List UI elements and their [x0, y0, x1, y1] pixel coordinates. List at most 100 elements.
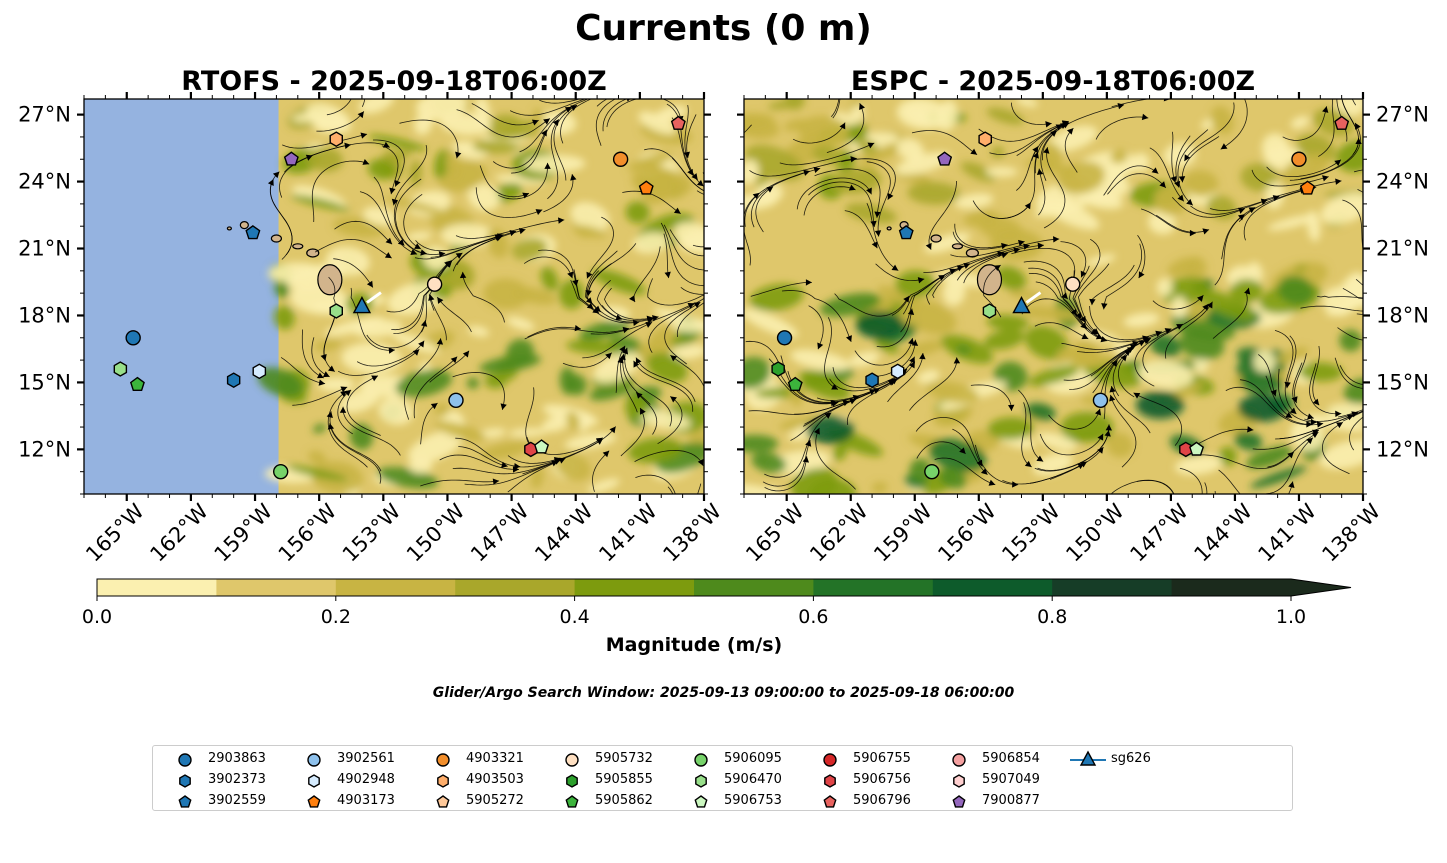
y-tick-label: 27°N	[18, 103, 71, 127]
x-tick-label: 138°W	[1317, 499, 1385, 567]
legend-symbol	[952, 753, 966, 767]
legend-symbol	[824, 774, 836, 788]
legend-symbol	[823, 795, 837, 808]
legend-symbol	[823, 753, 837, 767]
colorbar-tick-label: 0.6	[798, 606, 828, 628]
legend-symbol	[436, 753, 450, 767]
legend-label: 4903173	[337, 793, 395, 808]
espc-panel: ESPC - 2025-09-18T06:00Z 165°W162°W159°W…	[737, 66, 1429, 567]
legend-symbol	[952, 795, 966, 808]
x-tick-label: 162°W	[145, 499, 213, 567]
rtofs-float-markers	[113, 115, 686, 480]
legend-marker-icon	[178, 795, 192, 808]
legend-symbol	[179, 774, 191, 788]
colorbar-tick-label: 0.2	[321, 606, 351, 628]
legend-symbol	[437, 774, 449, 788]
marker-4903321	[612, 151, 629, 167]
espc-panel-title: ESPC - 2025-09-18T06:00Z	[851, 66, 1255, 97]
marker-5906095	[272, 463, 289, 480]
legend-marker-icon	[823, 753, 837, 767]
y-tick-label: 18°N	[1376, 303, 1429, 327]
legend-label: 4903321	[466, 751, 524, 766]
marker-2903863	[125, 330, 141, 346]
legend-label: 3902373	[208, 772, 266, 787]
y-tick-label: 21°N	[18, 237, 71, 261]
legend-label: 5906095	[724, 751, 782, 766]
marker-2903863	[776, 330, 793, 346]
legend-marker-icon	[1070, 750, 1106, 766]
legend-marker-icon	[953, 774, 965, 788]
legend-marker-icon	[307, 753, 321, 767]
y-tick-label: 27°N	[1376, 103, 1429, 127]
marker-5905732	[426, 276, 443, 292]
marker-7900877	[937, 151, 953, 166]
x-tick-label: 144°W	[1189, 499, 1257, 567]
x-tick-label: 156°W	[274, 499, 342, 567]
legend-marker-icon	[179, 774, 191, 788]
legend-marker-icon	[695, 774, 707, 788]
x-tick-label: 153°W	[338, 499, 406, 567]
legend-symbol	[694, 795, 708, 808]
sg626-track	[366, 291, 382, 304]
y-tick-label: 15°N	[18, 370, 71, 394]
marker-5906753	[534, 439, 550, 454]
x-tick-label: 159°W	[869, 499, 937, 567]
y-tick-label: 12°N	[1376, 437, 1429, 461]
legend-symbol	[1079, 750, 1097, 766]
sg626-track	[1025, 291, 1042, 304]
legend-label: 5906796	[853, 793, 911, 808]
marker-3902561	[448, 392, 464, 408]
legend-symbol	[953, 774, 965, 788]
marker-5906753	[1189, 441, 1205, 456]
legend-marker-icon	[824, 774, 836, 788]
legend-symbol	[307, 753, 321, 767]
legend-symbol	[436, 795, 450, 808]
legend-symbol	[178, 795, 192, 808]
y-tick-label: 18°N	[18, 303, 71, 327]
legend-marker-icon	[308, 774, 320, 788]
legend-label: 5906755	[853, 751, 911, 766]
marker-4903173	[1299, 180, 1316, 195]
marker-5905862	[129, 376, 145, 391]
legend-symbol	[566, 774, 578, 788]
y-tick-label: 21°N	[1376, 237, 1429, 261]
x-tick-label: 156°W	[933, 499, 1001, 567]
colorbar-tick-label: 0.4	[559, 606, 589, 628]
rtofs-streamlines	[267, 99, 704, 494]
legend-label: 4902948	[337, 772, 395, 787]
magnitude-colorbar: 0.0 0.2 0.4 0.6 0.8 1.0 Magnitude (m/s)	[82, 578, 1352, 656]
espc-axes-frame	[743, 98, 1364, 495]
marker-4903503	[978, 131, 992, 148]
legend-label: 5906854	[982, 751, 1040, 766]
legend-marker-icon	[178, 753, 192, 767]
y-tick-label: 12°N	[18, 437, 71, 461]
marker-5906095	[924, 463, 940, 480]
legend-symbol	[307, 795, 321, 808]
marker-5906470	[982, 303, 997, 319]
x-tick-label: 141°W	[594, 499, 662, 567]
x-tick-label: 150°W	[402, 499, 470, 567]
x-tick-label: 147°W	[466, 499, 534, 567]
marker-3902373	[865, 372, 879, 389]
marker-4903173	[638, 180, 654, 195]
x-tick-label: 147°W	[1125, 499, 1193, 567]
x-tick-label: 141°W	[1253, 499, 1321, 567]
marker-5906796	[1334, 115, 1350, 130]
marker-3902559	[245, 225, 261, 240]
legend-label: 2903863	[208, 751, 266, 766]
legend-label: 3902559	[208, 793, 266, 808]
colorbar-tick-label: 0.8	[1037, 606, 1067, 628]
legend-label: 5905855	[595, 772, 653, 787]
legend-marker-icon	[436, 753, 450, 767]
x-tick-label: 162°W	[805, 499, 873, 567]
marker-4902948	[890, 363, 905, 380]
legend-symbol	[308, 774, 320, 788]
colorbar-tick-label: 0.0	[82, 606, 112, 628]
marker-sg626	[352, 296, 372, 314]
legend-label: 5905732	[595, 751, 653, 766]
rtofs-panel-title: RTOFS - 2025-09-18T06:00Z	[181, 66, 607, 97]
espc-magnitude-field	[744, 99, 1363, 494]
legend: 2903863 3902373 3902559 3902561 4902948 49031…	[152, 745, 1293, 811]
legend-label: 5907049	[982, 772, 1040, 787]
legend-marker-icon	[694, 795, 708, 808]
